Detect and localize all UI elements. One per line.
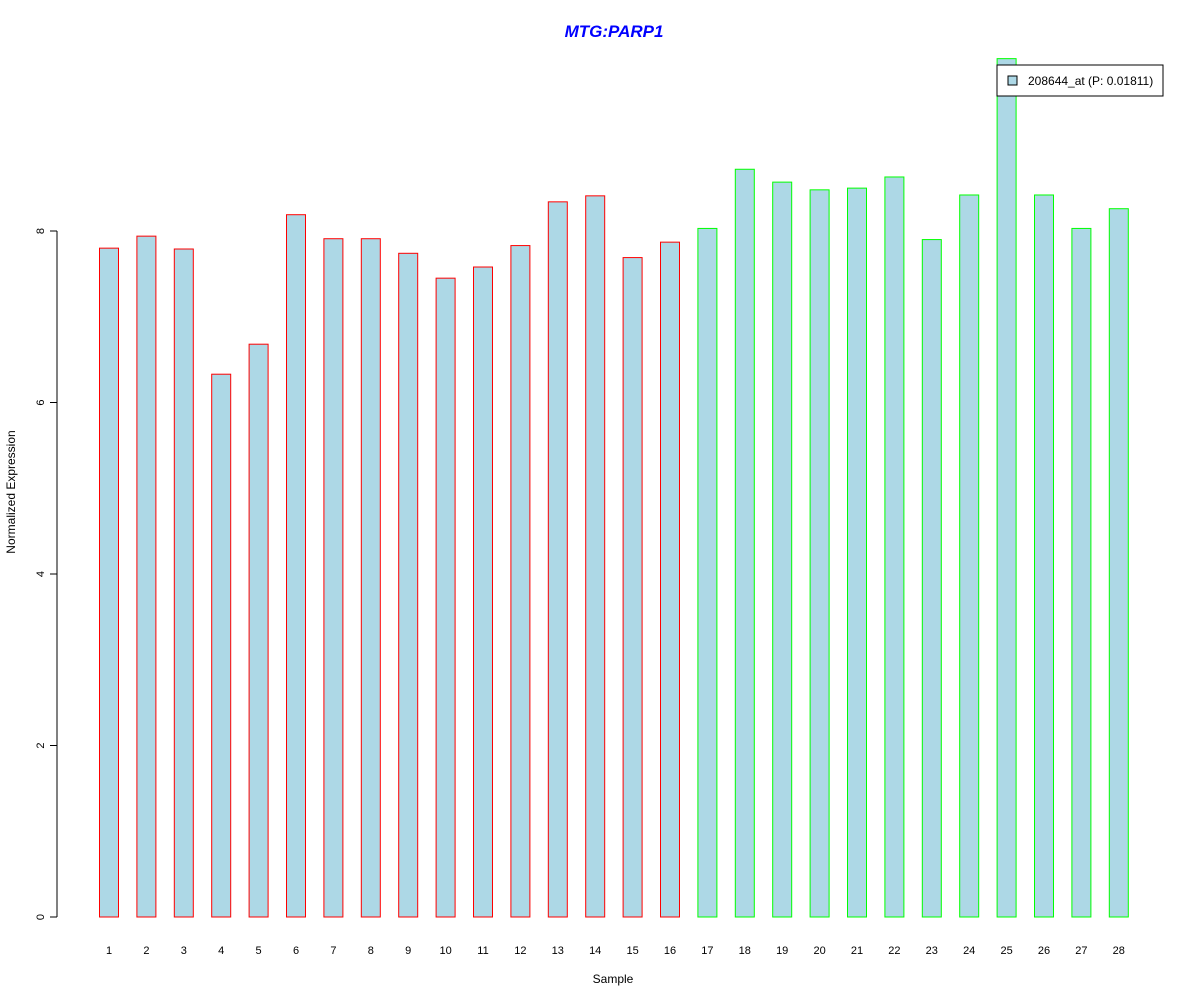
x-tick-label: 18: [739, 945, 751, 957]
bar-sample-15: [622, 257, 643, 918]
bar-sample-9: [398, 252, 419, 918]
x-tick-label: 6: [293, 945, 299, 957]
bar-sample-20: [809, 189, 830, 918]
x-tick-label: 20: [813, 945, 825, 957]
x-tick-label: 2: [143, 945, 149, 957]
x-tick-label: 5: [256, 945, 262, 957]
x-tick-label: 22: [888, 945, 900, 957]
bar-sample-6: [286, 214, 306, 918]
x-tick-label: 23: [926, 945, 938, 957]
legend-label: 208644_at (P: 0.01811): [1028, 74, 1153, 88]
x-tick-label: 9: [405, 945, 411, 957]
x-tick-label: 17: [701, 945, 713, 957]
x-tick-label: 3: [181, 945, 187, 957]
bar-sample-2: [136, 235, 157, 918]
y-axis-label: Normalized Expression: [4, 430, 18, 553]
bar-sample-7: [323, 238, 344, 918]
bar-sample-3: [173, 248, 194, 918]
bar-sample-27: [1071, 227, 1092, 918]
bar-sample-13: [547, 201, 568, 918]
y-tick-label: 2: [35, 742, 47, 748]
x-tick-label: 7: [330, 945, 336, 957]
legend-box: [996, 64, 1164, 97]
x-tick-label: 8: [368, 945, 374, 957]
chart-title: MTG:PARP1: [565, 22, 664, 41]
x-tick-label: 11: [477, 945, 488, 957]
bar-sample-8: [360, 238, 381, 918]
x-tick-label: 24: [963, 945, 975, 957]
x-tick-label: 19: [776, 945, 788, 957]
x-tick-label: 14: [589, 945, 601, 957]
bar-sample-4: [211, 373, 232, 918]
x-tick-label: 28: [1113, 945, 1125, 957]
legend-swatch: [1007, 75, 1018, 86]
y-axis: 0 2 4 6 8: [35, 228, 58, 920]
x-tick-label: 12: [514, 945, 526, 957]
bar-sample-21: [847, 187, 867, 918]
x-tick-label: 1: [106, 945, 112, 957]
bar-sample-23: [921, 239, 942, 918]
x-tick-label: 27: [1075, 945, 1087, 957]
bar-sample-25: [996, 58, 1017, 918]
x-tick-label: 25: [1000, 945, 1012, 957]
bar-sample-19: [772, 181, 793, 918]
bar-sample-12: [510, 245, 531, 918]
bar-sample-14: [585, 195, 606, 918]
bar-sample-10: [435, 277, 456, 918]
bar-sample-5: [248, 343, 269, 918]
legend: 208644_at (P: 0.01811): [996, 64, 1164, 97]
x-tick-label: 15: [626, 945, 638, 957]
bar-sample-1: [99, 247, 119, 918]
x-tick-label: 16: [664, 945, 676, 957]
x-tick-label: 10: [439, 945, 451, 957]
x-tick-labels: 1 2 3 4 5 6 7 8 9 10 11 12 13 14 15 16 17 18 19 20 21 22 23 24 2…: [106, 945, 1125, 957]
y-tick-label: 6: [35, 399, 47, 405]
bar-sample-11: [473, 266, 493, 918]
bars: [99, 58, 1129, 918]
bar-sample-22: [884, 176, 905, 918]
bar-sample-24: [959, 194, 980, 918]
bar-sample-18: [734, 168, 755, 918]
bar-sample-16: [660, 241, 680, 918]
x-tick-label: 13: [552, 945, 564, 957]
y-tick-label: 8: [35, 228, 47, 234]
bar-sample-26: [1034, 194, 1054, 918]
x-tick-label: 4: [218, 945, 224, 957]
y-tick-label: 0: [35, 914, 47, 920]
y-tick-label: 4: [35, 571, 47, 577]
bar-sample-28: [1108, 208, 1129, 918]
x-tick-label: 26: [1038, 945, 1050, 957]
x-tick-label: 21: [851, 945, 863, 957]
x-axis-label: Sample: [593, 972, 634, 986]
bar-sample-17: [697, 227, 718, 918]
